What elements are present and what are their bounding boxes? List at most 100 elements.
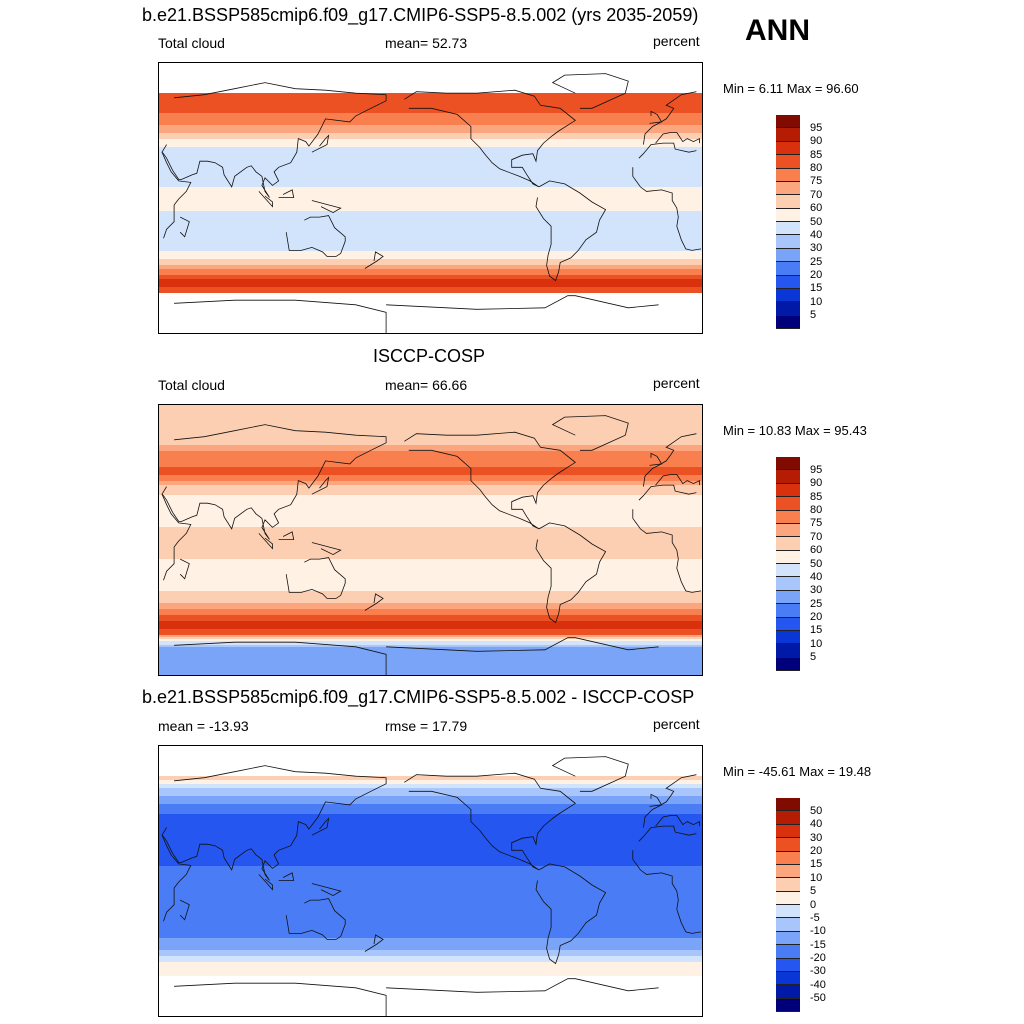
zonal-band	[159, 838, 702, 840]
zonal-band	[159, 593, 702, 595]
zonal-band	[159, 285, 702, 287]
zonal-band	[159, 549, 702, 551]
zonal-band	[159, 407, 702, 409]
zonal-band	[159, 653, 702, 655]
coastline	[311, 476, 330, 495]
zonal-band	[159, 245, 702, 247]
zonal-band	[159, 862, 702, 864]
coastlines	[161, 73, 702, 333]
zonal-band	[159, 657, 702, 659]
coastline	[258, 533, 273, 550]
zonal-band	[159, 233, 702, 235]
zonal-band	[159, 826, 702, 828]
zonal-band	[159, 203, 702, 205]
zonal-band	[159, 125, 702, 127]
colorbar-tick-label: 5	[810, 885, 817, 898]
zonal-band	[159, 153, 702, 155]
zonal-band	[159, 671, 702, 673]
panel-3-rmse-label: rmse = 17.79	[385, 718, 468, 734]
zonal-band	[159, 493, 702, 495]
zonal-band	[159, 649, 702, 651]
zonal-band	[159, 185, 702, 187]
zonal-band	[159, 966, 702, 968]
colorbar-tick-label: 85	[810, 490, 823, 503]
zonal-band	[159, 475, 702, 477]
zonal-band	[159, 591, 702, 593]
zonal-band	[159, 457, 702, 459]
zonal-band	[159, 567, 702, 569]
zonal-band	[159, 948, 702, 950]
coastlines	[161, 756, 702, 1016]
panel-1-colorbar: 95 90 85 80 75 70 60 50 40 30 25 20 15 10 5	[776, 115, 822, 329]
colorbar-box	[776, 510, 800, 524]
colorbar-tick-label: 30	[810, 242, 823, 255]
coastline	[285, 215, 346, 257]
zonal-band	[159, 896, 702, 898]
zonal-band	[159, 780, 702, 782]
zonal-band	[159, 563, 702, 565]
panel-1-mean-label: mean= 52.73	[385, 35, 468, 51]
zonal-band	[159, 183, 702, 185]
colorbar-box	[776, 644, 800, 658]
zonal-band	[159, 820, 702, 822]
zonal-band	[159, 884, 702, 886]
zonal-band	[159, 589, 702, 591]
zonal-band	[159, 944, 702, 946]
zonal-band	[159, 159, 702, 161]
colorbar-box	[776, 958, 800, 972]
zonal-band	[159, 964, 702, 966]
colorbar-tick-label: -5	[810, 911, 820, 924]
zonal-band	[159, 581, 702, 583]
zonal-band	[159, 972, 702, 974]
coastline	[364, 934, 384, 952]
zonal-band	[159, 818, 702, 820]
coastline	[311, 134, 330, 153]
colorbar-tick-label: -30	[810, 965, 826, 978]
colorbar-tick-label: 75	[810, 517, 823, 530]
zonal-band	[159, 804, 702, 806]
zonal-band	[159, 934, 702, 936]
zonal-band	[159, 850, 702, 852]
zonal-band	[159, 175, 702, 177]
zonal-band	[159, 970, 702, 972]
zonal-band	[159, 908, 702, 910]
colorbar-tick-label: 20	[810, 269, 823, 281]
zonal-band	[159, 543, 702, 545]
coastline	[161, 494, 192, 581]
zonal-band	[159, 257, 702, 259]
panel-3-minmax: Min = -45.61 Max = 19.48	[723, 764, 872, 779]
zonal-band	[159, 525, 702, 527]
zonal-band	[159, 269, 702, 271]
zonal-band	[159, 471, 702, 473]
panel-2-title: ISCCP-COSP	[373, 346, 486, 366]
zonal-band	[159, 239, 702, 241]
zonal-band	[159, 97, 702, 99]
panel-2-map-svg	[159, 405, 702, 675]
coastline	[278, 531, 295, 540]
zonal-band	[159, 453, 702, 455]
zonal-band	[159, 139, 702, 141]
zonal-band	[159, 942, 702, 944]
panel-1-title: b.e21.BSSP585cmip6.f09_g17.CMIP6-SSP5-8.…	[142, 5, 699, 25]
zonal-band	[159, 181, 702, 183]
zonal-band	[159, 431, 702, 433]
zonal-band	[159, 800, 702, 802]
colorbar-box	[776, 262, 800, 276]
zonal-band	[159, 928, 702, 930]
zonal-band	[159, 848, 702, 850]
zonal-band	[159, 123, 702, 125]
zonal-band	[159, 565, 702, 567]
zonal-band	[159, 225, 702, 227]
colorbar-box	[776, 945, 800, 959]
zonal-band	[159, 669, 702, 671]
zonal-band	[159, 241, 702, 243]
zonal-band	[159, 910, 702, 912]
zonal-band	[159, 157, 702, 159]
zonal-band	[159, 583, 702, 585]
zonal-band	[159, 289, 702, 291]
zonal-band	[159, 806, 702, 808]
zonal-band	[159, 611, 702, 613]
zonal-band	[159, 663, 702, 665]
zonal-band	[159, 621, 702, 623]
zonal-band	[159, 531, 702, 533]
